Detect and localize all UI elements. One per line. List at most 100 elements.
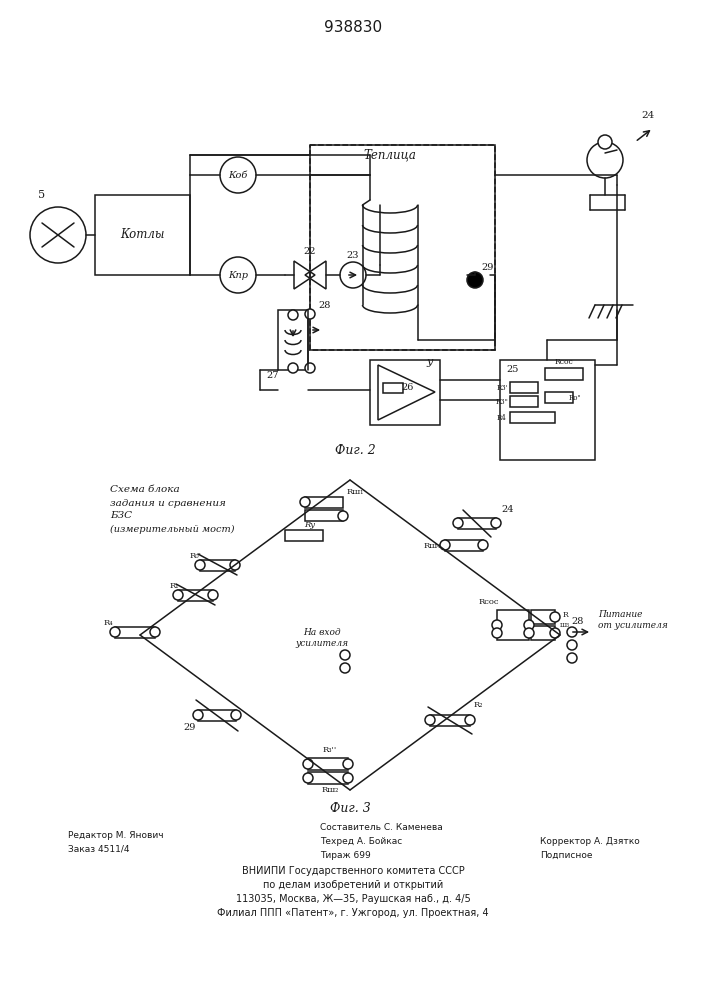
Circle shape	[303, 773, 313, 783]
Circle shape	[220, 157, 256, 193]
Text: 26: 26	[402, 383, 414, 392]
Bar	[510, 382, 538, 393]
Text: Rсос: Rсос	[554, 358, 573, 366]
Bar	[308, 758, 348, 770]
Bar	[531, 626, 555, 640]
Bar	[115, 627, 155, 638]
Circle shape	[338, 511, 348, 521]
Text: 28: 28	[572, 617, 584, 626]
Text: Фиг. 3: Фиг. 3	[329, 802, 370, 814]
Text: Rш₂: Rш₂	[321, 786, 339, 794]
Text: Коб: Коб	[228, 170, 247, 180]
Circle shape	[567, 640, 577, 650]
Circle shape	[343, 773, 353, 783]
Bar	[458, 518, 496, 529]
Bar	[305, 497, 343, 508]
Text: Rш₄: Rш₄	[423, 542, 440, 550]
Text: Rш₁: Rш₁	[346, 488, 363, 496]
Circle shape	[305, 309, 315, 319]
Circle shape	[220, 257, 256, 293]
Circle shape	[303, 759, 313, 769]
Bar	[510, 412, 555, 423]
Circle shape	[340, 650, 350, 660]
Circle shape	[567, 653, 577, 663]
Bar	[545, 392, 573, 403]
Circle shape	[300, 497, 310, 507]
Bar	[383, 383, 403, 393]
Text: Составитель С. Каменева: Составитель С. Каменева	[320, 822, 443, 832]
Text: R₂: R₂	[473, 701, 483, 709]
Text: БЗС: БЗС	[110, 512, 132, 520]
Text: Rсос: Rсос	[479, 598, 499, 606]
Circle shape	[343, 759, 353, 769]
Circle shape	[598, 135, 612, 149]
Bar	[545, 368, 583, 380]
Bar	[200, 560, 235, 571]
Text: R₁: R₁	[169, 582, 179, 590]
Text: Котлы: Котлы	[119, 229, 164, 241]
Bar	[531, 610, 555, 624]
Text: R₀': R₀'	[190, 552, 202, 560]
Text: R
ш₃: R ш₃	[560, 611, 570, 629]
Text: Питание
от усилителя: Питание от усилителя	[598, 610, 668, 630]
Text: 22: 22	[304, 247, 316, 256]
Text: 938830: 938830	[324, 20, 382, 35]
Circle shape	[231, 710, 241, 720]
Circle shape	[567, 627, 577, 637]
Bar	[310, 145, 495, 350]
Text: R3": R3"	[496, 398, 508, 406]
Bar	[178, 590, 213, 601]
Text: R₃'': R₃''	[323, 746, 337, 754]
Text: у: у	[427, 357, 433, 367]
Text: ВНИИПИ Государственного комитета СССР: ВНИИПИ Государственного комитета СССР	[242, 866, 464, 876]
Circle shape	[467, 272, 483, 288]
Bar	[305, 510, 343, 521]
Text: Заказ 4511/4: Заказ 4511/4	[68, 844, 129, 854]
Circle shape	[193, 710, 203, 720]
Circle shape	[208, 590, 218, 600]
Bar	[500, 360, 595, 460]
Text: по делам изобретений и открытий: по делам изобретений и открытий	[263, 880, 443, 890]
Bar	[510, 396, 538, 407]
Circle shape	[230, 560, 240, 570]
Bar	[198, 710, 236, 721]
Circle shape	[491, 518, 501, 528]
Text: задания и сравнения: задания и сравнения	[110, 498, 226, 508]
Text: Схема блока: Схема блока	[110, 486, 180, 494]
Text: Ro": Ro"	[568, 394, 581, 402]
Circle shape	[478, 540, 488, 550]
Bar	[95, 195, 190, 275]
Circle shape	[305, 363, 315, 373]
Circle shape	[550, 612, 560, 622]
Text: Тираж 699: Тираж 699	[320, 850, 370, 859]
Text: Редактор М. Янович: Редактор М. Янович	[68, 830, 163, 840]
Circle shape	[492, 620, 502, 630]
Circle shape	[465, 715, 475, 725]
Circle shape	[453, 518, 463, 528]
Text: R₄: R₄	[103, 619, 113, 627]
Text: 5: 5	[38, 190, 45, 200]
Circle shape	[340, 663, 350, 673]
Bar	[497, 610, 529, 640]
Text: 27: 27	[267, 370, 279, 379]
Text: 113035, Москва, Ж—35, Раушская наб., д. 4/5: 113035, Москва, Ж—35, Раушская наб., д. …	[235, 894, 470, 904]
Circle shape	[288, 363, 298, 373]
Text: Кпр: Кпр	[228, 270, 248, 279]
Text: 23: 23	[346, 250, 359, 259]
Text: R3': R3'	[496, 384, 508, 392]
Circle shape	[110, 627, 120, 637]
Circle shape	[195, 560, 205, 570]
Circle shape	[173, 590, 183, 600]
Circle shape	[587, 142, 623, 178]
Text: Филиал ППП «Патент», г. Ужгород, ул. Проектная, 4: Филиал ППП «Патент», г. Ужгород, ул. Про…	[217, 908, 489, 918]
Text: R4: R4	[497, 414, 507, 422]
Circle shape	[30, 207, 86, 263]
Text: (измерительный мост): (измерительный мост)	[110, 524, 235, 534]
Text: Подписное: Подписное	[540, 850, 592, 859]
Circle shape	[524, 628, 534, 638]
Text: 24: 24	[641, 110, 655, 119]
Text: 24: 24	[502, 506, 514, 514]
Text: Техред А. Бойкас: Техред А. Бойкас	[320, 836, 402, 846]
Bar	[308, 772, 348, 784]
Text: Теплица: Теплица	[363, 148, 416, 161]
